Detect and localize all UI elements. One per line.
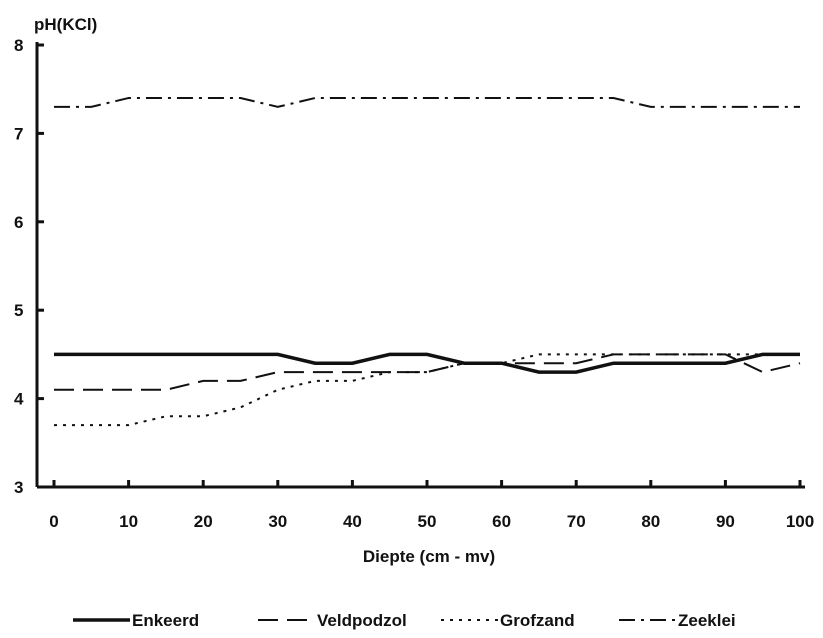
- series-line-veldpodzol: [54, 353, 801, 391]
- y-ticks: 3 4 5 6 7 8: [14, 36, 44, 497]
- y-tick-label: 5: [14, 301, 23, 320]
- x-tick-label: 0: [49, 512, 58, 531]
- y-tick-label: 8: [14, 36, 23, 55]
- y-tick-label: 6: [14, 213, 23, 232]
- legend-label-veldpodzol: Veldpodzol: [317, 611, 407, 630]
- legend: Enkeerd Veldpodzol Grofzand Zeeklei: [73, 611, 736, 630]
- x-tick-label: 80: [641, 512, 660, 531]
- x-tick-label: 70: [567, 512, 586, 531]
- x-axis-title: Diepte (cm - mv): [363, 547, 495, 566]
- y-tick-label: 7: [14, 124, 23, 143]
- y-tick-label: 4: [14, 390, 24, 409]
- legend-label-enkeerd: Enkeerd: [132, 611, 199, 630]
- x-tick-label: 10: [119, 512, 138, 531]
- x-tick-label: 100: [786, 512, 814, 531]
- x-ticks: 0 10 20 30 40 50 60 70 80 90 100: [49, 480, 814, 531]
- series-line-grofzand: [54, 353, 800, 427]
- y-axis-title: pH(KCl): [34, 15, 97, 34]
- legend-label-grofzand: Grofzand: [500, 611, 575, 630]
- series-layer: [54, 97, 801, 427]
- x-tick-label: 40: [343, 512, 362, 531]
- x-tick-label: 60: [492, 512, 511, 531]
- y-tick-label: 3: [14, 478, 23, 497]
- legend-label-zeeklei: Zeeklei: [678, 611, 736, 630]
- series-line-enkeerd: [54, 352, 800, 374]
- x-tick-label: 30: [268, 512, 287, 531]
- x-tick-label: 90: [716, 512, 735, 531]
- series-line-zeeklei: [54, 97, 800, 108]
- x-tick-label: 20: [194, 512, 213, 531]
- x-tick-label: 50: [418, 512, 437, 531]
